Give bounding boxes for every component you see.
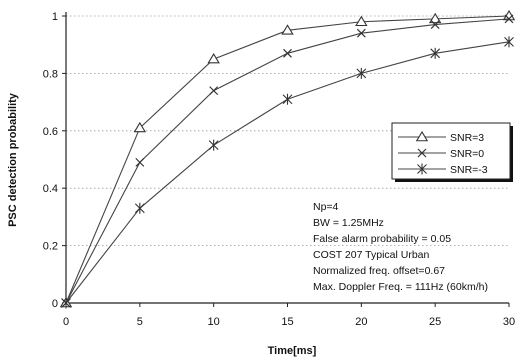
data-point-1-5 [430,20,440,30]
data-point-2-5 [430,47,441,59]
data-point-1-4 [356,28,366,38]
legend-label-1: SNR=0 [450,148,484,160]
y-tick-label-5: 1 [52,11,58,23]
legend-marker-1 [417,148,427,158]
y-tick-label-2: 0.4 [43,183,58,195]
data-point-0-5 [428,12,442,24]
data-point-0-3 [281,24,294,35]
annotation-line-1: BW = 1.25MHz [313,217,384,229]
annotation-line-3: COST 207 Typical Urban [313,249,429,261]
legend-box [391,122,511,180]
series-group [59,9,516,309]
data-point-0-4 [355,15,368,27]
y-tick-label-1: 0.2 [43,241,58,253]
data-point-0-1 [133,121,147,133]
data-point-1-6 [504,14,514,24]
axes [62,12,510,307]
data-point-2-2 [208,139,219,151]
data-point-2-4 [356,67,367,79]
data-point-2-6 [504,36,514,48]
data-point-1-1 [135,157,145,167]
legend-label-2: SNR=-3 [450,164,488,176]
legend-marker-0 [415,130,429,142]
x-axis-label: Time[ms] [268,345,317,357]
data-point-0-6 [502,9,516,21]
annotation-block: Np=4 BW = 1.25MHz False alarm probability … [313,201,488,293]
annotation-line-0: Np=4 [313,201,339,213]
data-point-1-2 [209,86,219,96]
annotation-line-2: False alarm probability = 0.05 [313,233,451,245]
x-tick-label-4: 20 [355,316,367,328]
y-tick-label-0: 0 [52,298,58,310]
data-point-2-1 [134,202,145,214]
legend-marker-2 [417,163,427,175]
y-axis-label: PSC detection probability [7,92,19,227]
y-tick-label-3: 0.6 [43,126,58,138]
y-tick-label-4: 0.8 [43,68,58,80]
data-point-0-2 [207,52,220,64]
x-tick-label-0: 0 [63,316,69,328]
tick-labels: 00.20.40.60.810 5 10 15 20 25 30 [43,11,515,328]
x-tick-label-1: 5 [137,316,143,328]
annotation-line-4: Normalized freq. offset=0.67 [313,265,445,277]
x-tick-label-3: 15 [281,316,293,328]
x-tick-label-5: 25 [429,316,441,328]
annotation-line-5: Max. Doppler Freq. = 111Hz (60km/h) [313,281,488,293]
data-point-2-0 [61,297,71,309]
data-point-1-3 [283,48,292,58]
data-point-2-3 [282,93,293,105]
legend: SNR=3 SNR=0 SNR=-3 [391,122,513,182]
x-tick-label-6: 30 [503,316,515,328]
x-tick-label-2: 10 [208,316,220,328]
legend-label-0: SNR=3 [450,132,484,144]
